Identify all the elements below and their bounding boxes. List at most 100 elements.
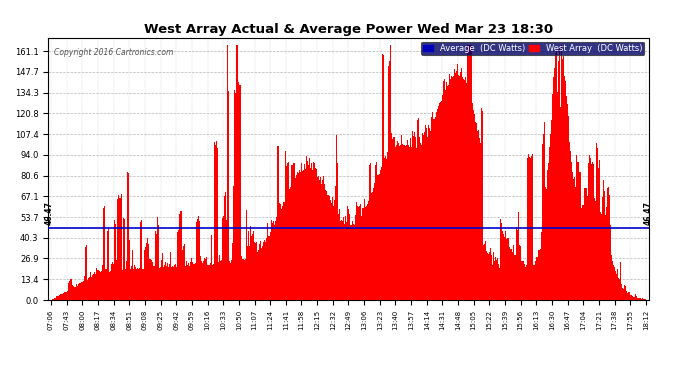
- Bar: [642, 298, 643, 300]
- Bar: [452, 77, 453, 300]
- Bar: [176, 267, 177, 300]
- Bar: [236, 45, 237, 300]
- Bar: [387, 152, 388, 300]
- Bar: [97, 270, 98, 300]
- Bar: [87, 279, 88, 300]
- Bar: [300, 172, 301, 300]
- Bar: [458, 75, 460, 300]
- Bar: [295, 178, 296, 300]
- Bar: [250, 226, 251, 300]
- Bar: [263, 231, 264, 300]
- Bar: [532, 154, 533, 300]
- Bar: [53, 298, 54, 300]
- Bar: [530, 158, 531, 300]
- Bar: [577, 155, 578, 300]
- Bar: [331, 203, 333, 300]
- Bar: [413, 136, 414, 300]
- Bar: [457, 74, 458, 300]
- Bar: [521, 261, 522, 300]
- Bar: [541, 232, 542, 300]
- Bar: [408, 146, 409, 300]
- Bar: [555, 53, 556, 300]
- Bar: [217, 147, 218, 300]
- Bar: [180, 211, 181, 300]
- Bar: [255, 243, 256, 300]
- Bar: [335, 186, 336, 300]
- Bar: [334, 200, 335, 300]
- Bar: [491, 253, 493, 300]
- Bar: [364, 190, 366, 300]
- Bar: [522, 261, 523, 300]
- Bar: [357, 206, 358, 300]
- Bar: [444, 79, 445, 300]
- Bar: [134, 265, 135, 300]
- Bar: [299, 170, 300, 300]
- Bar: [261, 248, 262, 300]
- Bar: [226, 220, 227, 300]
- Bar: [79, 284, 80, 300]
- Bar: [412, 130, 413, 300]
- Bar: [581, 208, 582, 300]
- Bar: [276, 217, 277, 300]
- Bar: [617, 269, 618, 300]
- Bar: [190, 262, 191, 300]
- Bar: [608, 187, 609, 300]
- Bar: [571, 162, 572, 300]
- Bar: [386, 159, 387, 300]
- Bar: [422, 133, 423, 300]
- Bar: [553, 76, 554, 300]
- Bar: [440, 102, 441, 300]
- Bar: [550, 134, 551, 300]
- Bar: [81, 282, 82, 300]
- Bar: [460, 72, 461, 300]
- Bar: [139, 268, 140, 300]
- Bar: [564, 76, 565, 300]
- Bar: [479, 138, 480, 300]
- Bar: [410, 138, 411, 300]
- Bar: [315, 168, 316, 300]
- Bar: [308, 165, 309, 300]
- Bar: [610, 225, 611, 300]
- Bar: [325, 189, 326, 300]
- Bar: [391, 133, 393, 300]
- Bar: [575, 154, 577, 300]
- Bar: [524, 267, 526, 300]
- Bar: [478, 130, 479, 300]
- Bar: [464, 80, 465, 300]
- Bar: [352, 221, 353, 300]
- Bar: [285, 151, 286, 300]
- Bar: [90, 272, 91, 300]
- Bar: [613, 266, 614, 300]
- Bar: [96, 268, 97, 300]
- Text: Copyright 2016 Cartronics.com: Copyright 2016 Cartronics.com: [55, 48, 174, 57]
- Text: 46.47: 46.47: [643, 201, 652, 225]
- Bar: [189, 266, 190, 300]
- Bar: [227, 45, 228, 300]
- Bar: [56, 296, 57, 300]
- Bar: [232, 243, 233, 300]
- Bar: [569, 142, 571, 300]
- Bar: [539, 251, 540, 300]
- Bar: [119, 198, 120, 300]
- Bar: [146, 243, 147, 300]
- Bar: [588, 163, 589, 300]
- Bar: [527, 158, 529, 300]
- Bar: [382, 54, 384, 300]
- Bar: [366, 206, 367, 300]
- Bar: [497, 258, 498, 300]
- Text: 46.47: 46.47: [45, 201, 54, 225]
- Bar: [628, 294, 629, 300]
- Bar: [378, 175, 379, 300]
- Bar: [65, 292, 66, 300]
- Bar: [504, 237, 505, 300]
- Bar: [131, 266, 132, 300]
- Bar: [544, 122, 545, 300]
- Bar: [268, 236, 269, 300]
- Bar: [470, 45, 471, 300]
- Bar: [152, 267, 153, 300]
- Bar: [112, 261, 113, 300]
- Bar: [344, 225, 345, 300]
- Bar: [442, 95, 443, 300]
- Bar: [400, 145, 401, 300]
- Bar: [76, 286, 77, 300]
